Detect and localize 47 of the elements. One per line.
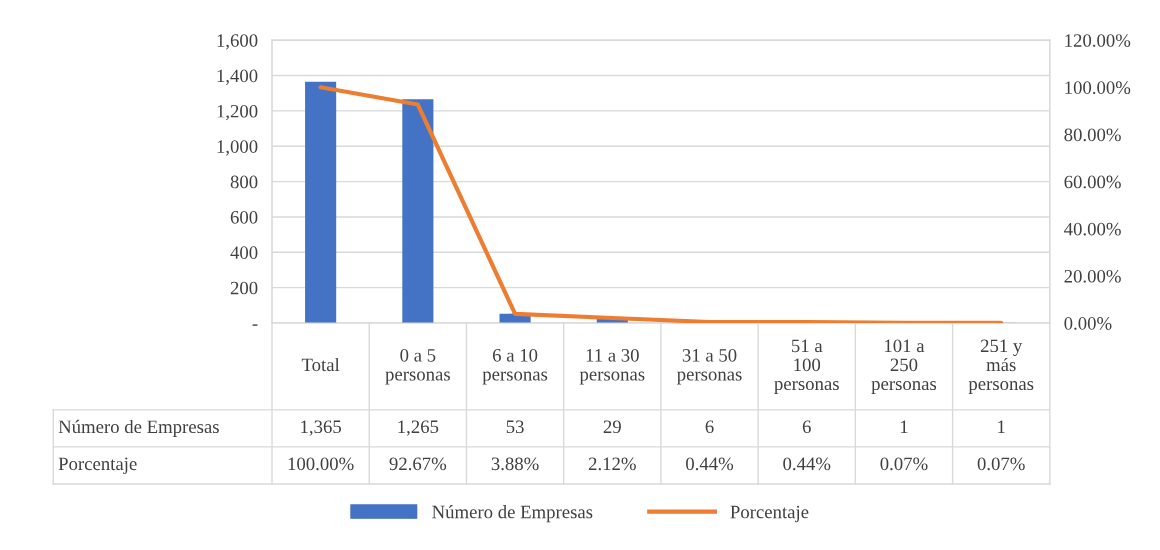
y-tick-label: 1,400 [217, 69, 258, 85]
data-label: 0.44% [783, 457, 831, 471]
y-tick-label: 600 [230, 210, 258, 224]
data-label: 1 [900, 420, 908, 433]
data-label: 3.88% [491, 457, 539, 471]
data-label: 53 [506, 420, 524, 434]
legend-label: Porcentaje [730, 505, 809, 523]
data-label: 1,265 [398, 420, 439, 436]
y-tick-label: 1,000 [217, 140, 258, 156]
y-tick-label: 1,600 [217, 34, 258, 50]
data-label: 100.00% [288, 457, 354, 471]
x-tick-label: Total [301, 357, 340, 372]
x-tick-label: 11 a 30 personas [579, 349, 645, 385]
legend-label: Número de Empresas [432, 505, 593, 523]
y2-tick-label: 80.00% [1064, 128, 1121, 142]
data-label: 1 [998, 420, 1005, 433]
data-label: 0.44% [686, 457, 734, 471]
data-label: 92.67% [389, 457, 447, 471]
x-tick-label: 31 a 50 personas [677, 349, 742, 385]
x-tick-label: 51 a 100 personas [774, 339, 839, 394]
data-label: 0.07% [880, 457, 928, 471]
y-tick-label: 400 [230, 246, 258, 259]
y-tick-label: 800 [230, 175, 258, 189]
data-label: 6 [705, 420, 714, 434]
line-series [318, 85, 1004, 324]
text: Porcentaje [58, 457, 137, 474]
data-label: 6 [802, 420, 811, 434]
y2-tick-label: 120.00% [1065, 34, 1131, 47]
bar [305, 81, 337, 324]
y-tick-label: 200 [230, 281, 258, 295]
data-label: 2.12% [588, 457, 636, 471]
x-tick-label: 101 a 250 personas [871, 339, 937, 394]
bar [402, 99, 434, 324]
y2-tick-label: 40.00% [1064, 222, 1121, 236]
x-tick-label: 6 a 10 personas [482, 349, 548, 385]
y-tick-label: - [252, 324, 258, 326]
data-label: 0.07% [977, 457, 1025, 471]
data-label: 29 [603, 420, 621, 434]
y2-tick-label: 20.00% [1064, 269, 1121, 283]
text: Número de Empresas [58, 419, 219, 437]
y-tick-label: 1,200 [217, 104, 258, 121]
x-tick-label: 0 a 5 personas [385, 349, 450, 385]
y2-tick-label: 60.00% [1064, 175, 1121, 189]
y2-tick-label: 0.00% [1064, 317, 1112, 330]
data-label: 1,365 [301, 420, 341, 436]
x-tick-label: 251 y más personas [968, 339, 1034, 394]
y2-tick-label: 100.00% [1065, 81, 1131, 95]
